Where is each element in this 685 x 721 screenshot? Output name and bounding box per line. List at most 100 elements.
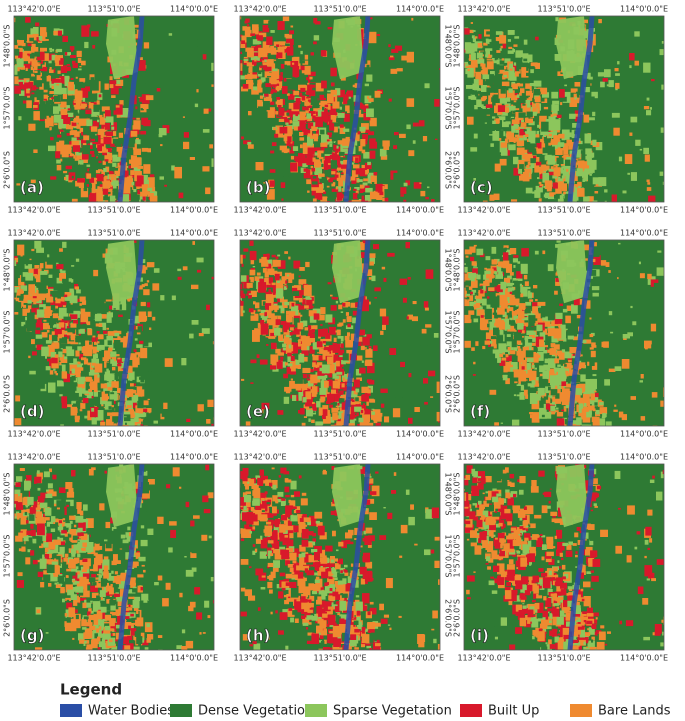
land-patch (299, 116, 305, 119)
land-patch (342, 399, 347, 403)
land-patch (141, 147, 149, 152)
land-patch (297, 115, 304, 123)
land-patch (509, 254, 516, 264)
land-patch (55, 373, 58, 376)
land-patch (584, 165, 590, 169)
land-patch (553, 137, 560, 142)
land-patch (189, 333, 194, 339)
land-patch (118, 86, 122, 89)
land-patch (257, 35, 263, 41)
land-patch (242, 26, 247, 31)
land-patch (335, 405, 339, 407)
land-patch (104, 83, 109, 90)
land-patch (556, 412, 564, 417)
land-patch (521, 67, 527, 71)
land-patch (516, 140, 525, 147)
land-patch (285, 43, 290, 46)
land-patch (600, 207, 606, 216)
land-patch (333, 337, 337, 342)
latitude-label: 2°6'0.0"S (3, 151, 12, 189)
land-patch (577, 188, 585, 197)
land-patch (33, 27, 39, 35)
land-patch (23, 324, 28, 327)
land-patch (50, 136, 54, 141)
land-patch (574, 96, 578, 100)
land-patch (292, 62, 295, 65)
land-patch (333, 144, 338, 151)
land-patch (408, 373, 412, 378)
land-patch (355, 190, 359, 194)
land-patch (241, 35, 247, 43)
land-patch (57, 388, 64, 395)
land-patch (478, 34, 482, 39)
land-patch (49, 370, 54, 375)
land-patch (47, 254, 50, 258)
land-patch (481, 85, 488, 92)
land-patch (352, 310, 359, 316)
land-patch (565, 383, 572, 390)
land-patch (563, 191, 566, 195)
land-patch (388, 44, 391, 48)
land-patch (530, 139, 536, 144)
land-patch (279, 280, 283, 285)
land-patch (111, 122, 117, 131)
land-patch (507, 39, 511, 42)
land-patch (140, 347, 148, 359)
land-patch (588, 441, 590, 443)
land-patch (43, 290, 51, 298)
land-patch (140, 130, 147, 135)
land-patch (576, 97, 582, 104)
land-patch (235, 293, 240, 296)
land-patch (95, 170, 101, 174)
land-patch (58, 104, 65, 112)
land-patch (519, 392, 525, 400)
land-patch (316, 341, 323, 348)
land-patch (84, 41, 89, 49)
land-patch (279, 145, 287, 151)
land-patch (76, 153, 83, 160)
land-patch (483, 267, 487, 270)
land-patch (531, 101, 538, 110)
land-patch (340, 343, 344, 349)
land-patch (384, 416, 390, 423)
land-patch (310, 96, 318, 105)
land-patch (299, 137, 305, 141)
land-patch (102, 253, 107, 258)
land-patch (593, 255, 601, 265)
land-patch (539, 373, 545, 377)
land-patch (312, 157, 316, 162)
land-patch (237, 47, 240, 51)
land-patch (558, 199, 562, 202)
land-patch (585, 148, 592, 155)
land-patch (97, 50, 102, 53)
land-patch (516, 147, 525, 155)
land-patch (59, 336, 68, 344)
land-patch (347, 359, 353, 364)
land-patch (356, 216, 362, 220)
land-patch (165, 92, 174, 97)
land-patch (279, 126, 288, 134)
land-patch (555, 278, 563, 286)
land-patch (135, 405, 142, 413)
land-patch (288, 344, 292, 349)
land-patch (258, 282, 267, 293)
land-patch (143, 315, 148, 321)
land-patch (152, 434, 159, 441)
land-patch (485, 332, 491, 340)
land-patch (477, 43, 483, 48)
land-patch (124, 162, 128, 166)
land-patch (303, 356, 308, 362)
land-patch (524, 54, 533, 62)
land-patch (307, 122, 314, 129)
land-patch (122, 194, 130, 202)
land-patch (373, 172, 378, 176)
land-patch (141, 259, 146, 264)
land-patch (484, 122, 487, 124)
land-patch (100, 143, 104, 147)
land-patch (102, 160, 106, 165)
land-patch (599, 197, 605, 202)
land-patch (291, 305, 299, 316)
land-patch (561, 349, 566, 355)
land-patch (299, 92, 303, 97)
land-patch (540, 129, 549, 136)
